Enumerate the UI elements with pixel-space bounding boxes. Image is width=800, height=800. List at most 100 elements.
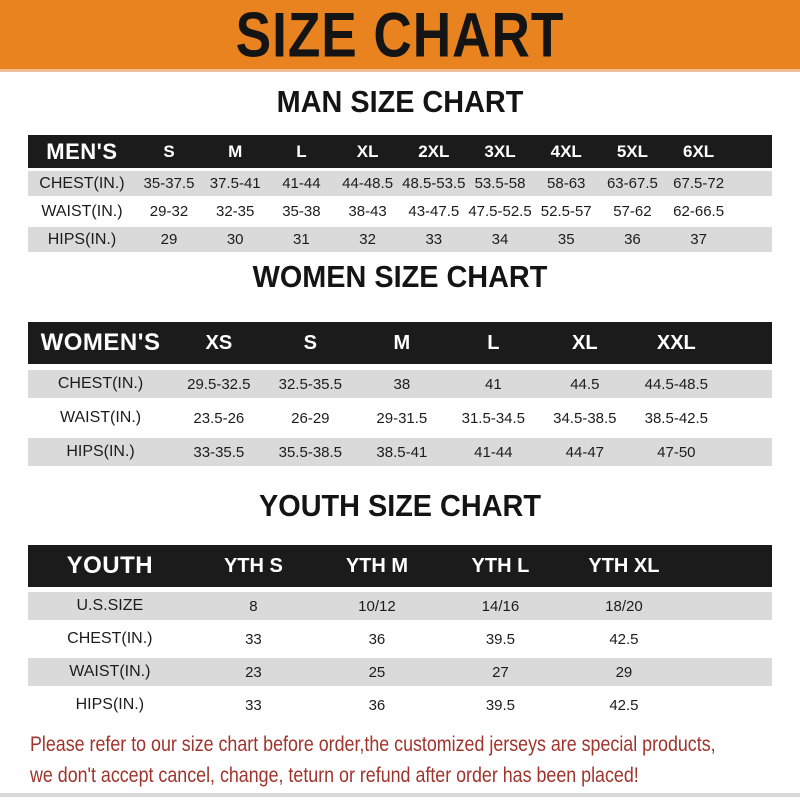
filler-cell [731, 199, 772, 224]
header-row: YOUTH YTH S YTH M YTH L YTH XL [28, 545, 772, 587]
banner-title: SIZE CHART [235, 0, 565, 70]
size-value-cell: 34 [466, 227, 534, 252]
banner: SIZE CHART [0, 0, 800, 72]
size-value-cell: 29.5-32.5 [173, 370, 265, 398]
size-value-cell: 10/12 [315, 592, 439, 620]
table-row: HIPS(IN.) 29 30 31 32 33 34 35 36 37 [28, 227, 772, 252]
column-header: 3XL [466, 135, 534, 168]
filler-cell [685, 691, 772, 719]
size-value-cell: 27 [438, 658, 563, 686]
row-label: HIPS(IN.) [28, 438, 174, 466]
filler-cell [685, 592, 772, 620]
size-value-cell: 44.5-48.5 [630, 370, 723, 398]
table-row: WAIST(IN.) 23.5-26 26-29 29-31.5 31.5-34.5 34… [28, 404, 772, 432]
column-header: M [356, 322, 448, 364]
column-header: M [202, 135, 269, 168]
size-value-cell: 41-44 [447, 438, 540, 466]
size-value-cell: 38-43 [334, 199, 401, 224]
size-table-men: MEN'S S M L XL 2XL 3XL 4XL 5XL 6XL CHEST(IN.) 35-37… [28, 132, 772, 255]
size-value-cell: 31.5-34.5 [447, 404, 540, 432]
size-value-cell: 39.5 [438, 691, 563, 719]
row-label: WAIST(IN.) [28, 658, 192, 686]
header-row: WOMEN'S XS S M L XL XXL [28, 322, 772, 364]
column-header: XS [173, 322, 265, 364]
size-value-cell: 41-44 [268, 171, 335, 196]
size-value-cell: 32.5-35.5 [264, 370, 357, 398]
size-value-cell: 29 [562, 658, 686, 686]
size-value-cell: 35.5-38.5 [264, 438, 357, 466]
row-label: U.S.SIZE [28, 592, 192, 620]
row-label: CHEST(IN.) [28, 370, 174, 398]
table-row: CHEST(IN.) 33 36 39.5 42.5 [28, 625, 772, 653]
column-header: YTH S [191, 545, 316, 587]
footer-line-2: we don't accept cancel, change, teturn o… [30, 764, 639, 787]
column-header: S [264, 322, 357, 364]
size-value-cell: 36 [599, 227, 666, 252]
column-header: L [268, 135, 335, 168]
table-row: U.S.SIZE 8 10/12 14/16 18/20 [28, 592, 772, 620]
size-value-cell: 32-35 [202, 199, 269, 224]
column-header: 6XL [665, 135, 732, 168]
size-value-cell: 39.5 [438, 625, 563, 653]
table-row: WAIST(IN.) 23 25 27 29 [28, 658, 772, 686]
size-value-cell: 48.5-53.5 [400, 171, 467, 196]
footer-note: Please refer to our size chart before or… [30, 729, 795, 791]
filler-cell [722, 322, 772, 364]
column-header: 4XL [533, 135, 600, 168]
row-label: WAIST(IN.) [28, 404, 174, 432]
size-value-cell: 35 [533, 227, 600, 252]
size-value-cell: 38.5-41 [356, 438, 448, 466]
column-header: XL [334, 135, 401, 168]
row-label: HIPS(IN.) [28, 227, 136, 252]
size-value-cell: 8 [191, 592, 316, 620]
size-table-women: WOMEN'S XS S M L XL XXL CHEST(IN.) 29.5-32.5 32.5… [28, 316, 772, 472]
size-value-cell: 31 [268, 227, 335, 252]
size-value-cell: 29-31.5 [356, 404, 448, 432]
size-value-cell: 33 [400, 227, 467, 252]
row-label: WAIST(IN.) [28, 199, 136, 224]
size-value-cell: 43-47.5 [400, 199, 467, 224]
size-value-cell: 32 [334, 227, 401, 252]
bottom-divider [0, 793, 800, 797]
size-value-cell: 36 [315, 691, 439, 719]
header-row: MEN'S S M L XL 2XL 3XL 4XL 5XL 6XL [28, 135, 772, 168]
table-row: CHEST(IN.) 35-37.5 37.5-41 41-44 44-48.5 48.5… [28, 171, 772, 196]
column-header: L [447, 322, 540, 364]
size-value-cell: 63-67.5 [599, 171, 666, 196]
size-value-cell: 26-29 [264, 404, 357, 432]
section-heading-man: MAN SIZE CHART [276, 84, 524, 119]
size-value-cell: 62-66.5 [665, 199, 732, 224]
column-header: XXL [630, 322, 723, 364]
size-value-cell: 30 [202, 227, 269, 252]
table-title-cell: WOMEN'S [28, 322, 174, 364]
table-row: CHEST(IN.) 29.5-32.5 32.5-35.5 38 41 44.5 44.5… [28, 370, 772, 398]
size-value-cell: 57-62 [599, 199, 666, 224]
table-row: WAIST(IN.) 29-32 32-35 35-38 38-43 43-47.5 47.… [28, 199, 772, 224]
row-label: CHEST(IN.) [28, 171, 136, 196]
column-header: YTH XL [562, 545, 686, 587]
size-value-cell: 42.5 [562, 691, 686, 719]
filler-cell [731, 135, 772, 168]
filler-cell [722, 438, 772, 466]
size-value-cell: 35-37.5 [135, 171, 203, 196]
filler-cell [722, 404, 772, 432]
size-value-cell: 29-32 [135, 199, 203, 224]
size-value-cell: 58-63 [533, 171, 600, 196]
size-value-cell: 36 [315, 625, 439, 653]
size-table-youth: YOUTH YTH S YTH M YTH L YTH XL U.S.SIZE 8 10/12… [28, 540, 772, 724]
size-value-cell: 33 [191, 691, 316, 719]
footer-line-1: Please refer to our size chart before or… [30, 733, 716, 756]
column-header: YTH M [315, 545, 439, 587]
column-header: YTH L [438, 545, 563, 587]
size-value-cell: 29 [135, 227, 203, 252]
filler-cell [731, 171, 772, 196]
size-value-cell: 53.5-58 [466, 171, 534, 196]
size-value-cell: 44-47 [539, 438, 631, 466]
table-row: HIPS(IN.) 33-35.5 35.5-38.5 38.5-41 41-44 44-… [28, 438, 772, 466]
filler-cell [731, 227, 772, 252]
size-value-cell: 23 [191, 658, 316, 686]
size-value-cell: 33-35.5 [173, 438, 265, 466]
section-heading-women: WOMEN SIZE CHART [252, 259, 548, 294]
size-value-cell: 35-38 [268, 199, 335, 224]
filler-cell [685, 658, 772, 686]
